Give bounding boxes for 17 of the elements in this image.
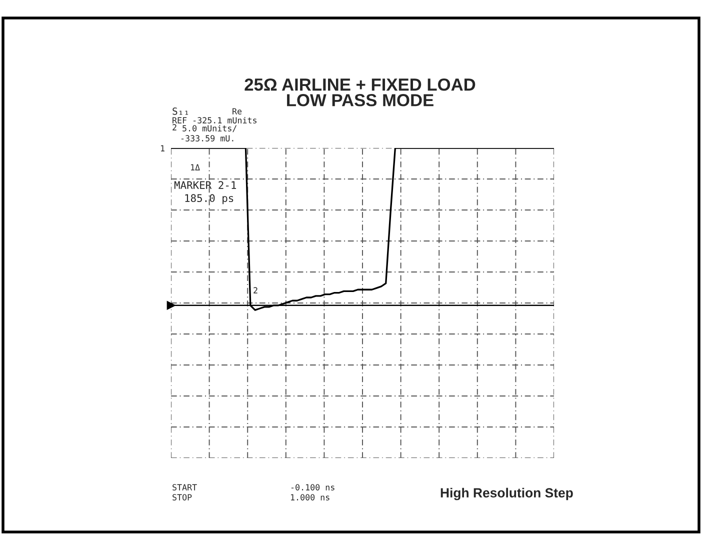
text: 2 [172,124,176,130]
text: -333.59 mU. [181,135,234,142]
text: START [172,484,197,490]
annotation: 2 [254,287,258,294]
annotation: 1Δ [191,164,200,170]
text: Re [232,108,242,114]
text: High Resolution Step [440,488,573,500]
text: REF -325.1 mUnits [172,116,256,124]
chart-title: 25Ω AIRLINE + FIXED LOAD LOW PASS MODE [244,78,476,106]
text: -0.100 ns [291,484,334,490]
text: 1 [161,145,164,152]
text: STOP [172,494,192,500]
annotation: MARKER 2-1 [174,181,236,189]
text: 1.000 ns [291,494,330,500]
text: 5.0 mUnits/ [182,124,237,132]
text: S₁₁ [172,107,188,115]
annotation: 185.0 ps [185,194,234,204]
